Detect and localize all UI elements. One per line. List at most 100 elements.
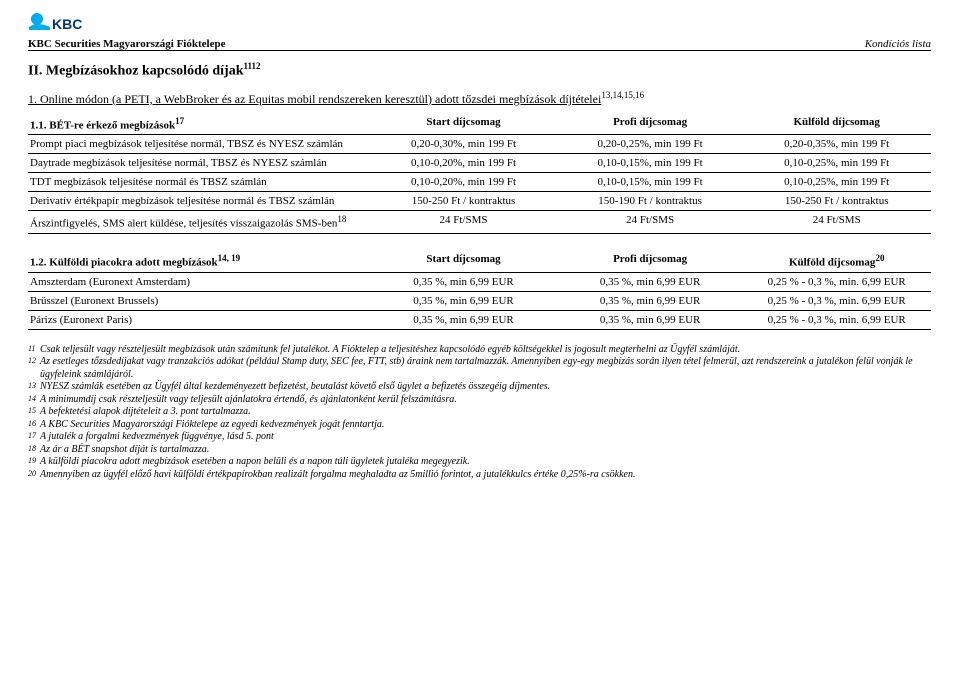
col-profi: Profi díjcsomag (558, 250, 745, 272)
footnote-text: Az esetleges tőzsdedíjakat vagy tranzakc… (40, 356, 931, 381)
row-cell: 0,35 %, min 6,99 EUR (558, 272, 745, 291)
row-cell: 0,10-0,25%, min 199 Ft (744, 173, 931, 192)
row-label: Derivatív értékpapír megbízások teljesít… (28, 192, 371, 211)
page-header: KBC KBC Securities Magyarországi Fióktel… (28, 12, 931, 51)
footnote-num: 17 (28, 431, 40, 444)
row-label: Párizs (Euronext Paris) (28, 310, 371, 329)
col-kulfold: Külföld díjcsomag (744, 113, 931, 135)
col-kulfold-text: Külföld díjcsomag (789, 257, 875, 269)
footnote-num: 11 (28, 344, 40, 357)
col-start: Start díjcsomag (371, 250, 558, 272)
table-row: Árszintfigyelés, SMS alert küldése, telj… (28, 211, 931, 234)
header-right-text: Kondíciós lista (865, 38, 931, 50)
row-cell: 0,35 %, min 6,99 EUR (558, 291, 745, 310)
table-row: Derivatív értékpapír megbízások teljesít… (28, 192, 931, 211)
footnote-num: 13 (28, 381, 40, 394)
footnote-num: 12 (28, 356, 40, 381)
footnotes: 11Csak teljesült vagy részteljesült megb… (28, 344, 931, 482)
row-cell: 24 Ft/SMS (558, 211, 745, 234)
footnote-text: NYESZ számlák esetében az Ügyfél által k… (40, 381, 931, 394)
table-row: Prompt piaci megbízások teljesítése norm… (28, 135, 931, 154)
row-label: Amszterdam (Euronext Amsterdam) (28, 272, 371, 291)
footnote-num: 14 (28, 394, 40, 407)
row-label: Daytrade megbízások teljesítése normál, … (28, 154, 371, 173)
table2-heading-sup: 14, 19 (218, 253, 241, 263)
header-left-text: KBC Securities Magyarországi Fióktelepe (28, 38, 225, 50)
svg-text:KBC: KBC (52, 16, 82, 32)
footnote-num: 15 (28, 406, 40, 419)
row-cell: 0,25 % - 0,3 %, min. 6,99 EUR (744, 291, 931, 310)
row-cell: 0,10-0,20%, min 199 Ft (371, 154, 558, 173)
footnote: 14A minimumdíj csak részteljesült vagy t… (28, 394, 931, 407)
row-cell: 0,35 %, min 6,99 EUR (371, 272, 558, 291)
footnote: 17A jutalék a forgalmi kedvezmények függ… (28, 431, 931, 444)
table-row: Amszterdam (Euronext Amsterdam) 0,35 %, … (28, 272, 931, 291)
table2-heading: 1.2. Külföldi piacokra adott megbízások1… (28, 250, 371, 272)
footnote-text: A minimumdíj csak részteljesült vagy tel… (40, 394, 931, 407)
section-title-text: II. Megbízásokhoz kapcsolódó díjak (28, 64, 243, 79)
table1-heading: 1.1. BÉT-re érkező megbízások17 (28, 113, 371, 135)
table-header-row: 1.2. Külföldi piacokra adott megbízások1… (28, 250, 931, 272)
col-kulfold-sup: 20 (875, 253, 884, 263)
footnote-text: Amennyiben az ügyfél előző havi külföldi… (40, 469, 931, 482)
footnote: 20Amennyiben az ügyfél előző havi külföl… (28, 469, 931, 482)
col-kulfold: Külföld díjcsomag20 (744, 250, 931, 272)
row-cell: 150-250 Ft / kontraktus (371, 192, 558, 211)
row-cell: 0,10-0,25%, min 199 Ft (744, 154, 931, 173)
table-row: Párizs (Euronext Paris) 0,35 %, min 6,99… (28, 310, 931, 329)
table-row: TDT megbízások teljesítése normál és TBS… (28, 173, 931, 192)
footnote-text: A befektetési alapok díjtételeit a 3. po… (40, 406, 931, 419)
row-label-text: Árszintfigyelés, SMS alert küldése, telj… (30, 218, 337, 230)
kbc-logo-icon: KBC (28, 12, 84, 36)
section-title: II. Megbízásokhoz kapcsolódó díjak1112 (28, 61, 931, 80)
row-cell: 0,25 % - 0,3 %, min. 6,99 EUR (744, 310, 931, 329)
subsection1-title: 1. Online módon (a PETI, a WebBroker és … (28, 90, 931, 107)
footnote-text: Az ár a BÉT snapshot díját is tartalmazz… (40, 444, 931, 457)
table-row: Brüsszel (Euronext Brussels) 0,35 %, min… (28, 291, 931, 310)
spacer (28, 234, 931, 250)
table1-heading-sup: 17 (175, 116, 184, 126)
row-cell: 0,20-0,30%, min 199 Ft (371, 135, 558, 154)
footnote: 18Az ár a BÉT snapshot díját is tartalma… (28, 444, 931, 457)
footnote: 15A befektetési alapok díjtételeit a 3. … (28, 406, 931, 419)
row-cell: 0,35 %, min 6,99 EUR (371, 291, 558, 310)
footnote: 19A külföldi piacokra adott megbízások e… (28, 456, 931, 469)
footnote: 11Csak teljesült vagy részteljesült megb… (28, 344, 931, 357)
row-cell: 150-250 Ft / kontraktus (744, 192, 931, 211)
row-cell: 0,35 %, min 6,99 EUR (558, 310, 745, 329)
row-label-sup: 18 (337, 214, 346, 224)
row-label: Brüsszel (Euronext Brussels) (28, 291, 371, 310)
footnote-num: 19 (28, 456, 40, 469)
footnote-num: 16 (28, 419, 40, 432)
fees-table-1: 1.1. BÉT-re érkező megbízások17 Start dí… (28, 113, 931, 234)
row-cell: 150-190 Ft / kontraktus (558, 192, 745, 211)
footnote-text: A KBC Securities Magyarországi Fióktelep… (40, 419, 931, 432)
logo-block: KBC KBC Securities Magyarországi Fióktel… (28, 12, 225, 50)
row-cell: 0,20-0,25%, min 199 Ft (558, 135, 745, 154)
footnote-num: 20 (28, 469, 40, 482)
fees-table-2: 1.2. Külföldi piacokra adott megbízások1… (28, 250, 931, 330)
section-title-sup: 1112 (243, 61, 260, 71)
table-row: Daytrade megbízások teljesítése normál, … (28, 154, 931, 173)
row-cell: 24 Ft/SMS (371, 211, 558, 234)
col-start: Start díjcsomag (371, 113, 558, 135)
row-cell: 0,20-0,35%, min 199 Ft (744, 135, 931, 154)
row-cell: 0,35 %, min 6,99 EUR (371, 310, 558, 329)
table-header-row: 1.1. BÉT-re érkező megbízások17 Start dí… (28, 113, 931, 135)
subsection1-title-sup: 13,14,15,16 (601, 90, 644, 100)
col-profi: Profi díjcsomag (558, 113, 745, 135)
footnote-text: A külföldi piacokra adott megbízások ese… (40, 456, 931, 469)
footnote: 13NYESZ számlák esetében az Ügyfél által… (28, 381, 931, 394)
footnote-text: A jutalék a forgalmi kedvezmények függvé… (40, 431, 931, 444)
row-label: Árszintfigyelés, SMS alert küldése, telj… (28, 211, 371, 234)
footnote: 12Az esetleges tőzsdedíjakat vagy tranza… (28, 356, 931, 381)
row-cell: 24 Ft/SMS (744, 211, 931, 234)
row-label: TDT megbízások teljesítése normál és TBS… (28, 173, 371, 192)
table2-heading-text: 1.2. Külföldi piacokra adott megbízások (30, 257, 218, 269)
footnote-text: Csak teljesült vagy részteljesült megbíz… (40, 344, 931, 357)
row-cell: 0,10-0,15%, min 199 Ft (558, 154, 745, 173)
footnote-num: 18 (28, 444, 40, 457)
subsection1-title-text: 1. Online módon (a PETI, a WebBroker és … (28, 92, 601, 106)
row-cell: 0,25 % - 0,3 %, min. 6,99 EUR (744, 272, 931, 291)
table1-heading-text: 1.1. BÉT-re érkező megbízások (30, 119, 175, 131)
